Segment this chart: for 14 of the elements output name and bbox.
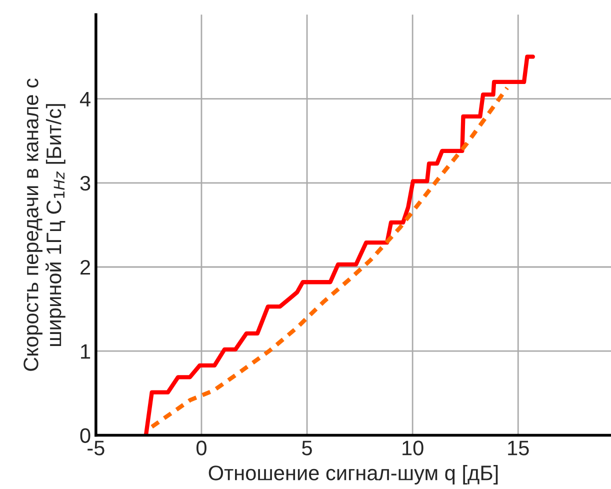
x-tick-label: 15 [508, 440, 529, 456]
line-series [144, 54, 535, 436]
x-tick-label: 0 [196, 440, 206, 456]
y-tick-label: 2 [80, 260, 90, 275]
line-series [150, 86, 510, 429]
y-tick-label: 0 [80, 428, 90, 443]
y-tick-label: 4 [80, 92, 90, 106]
x-tick-label: -5 [88, 440, 104, 456]
y-tick-label: 3 [80, 176, 90, 191]
x-axis-title: Отношение сигнал-шум q [дБ] [208, 465, 498, 484]
x-tick-label: 10 [402, 440, 424, 456]
y-tick-label: 1 [81, 344, 90, 359]
y-axis-title: Скорость передачи в канале с шириной 1Гц C$_{1Hz}$ [Бит/с] [24, 78, 66, 371]
x-tick-label: 5 [302, 440, 312, 456]
